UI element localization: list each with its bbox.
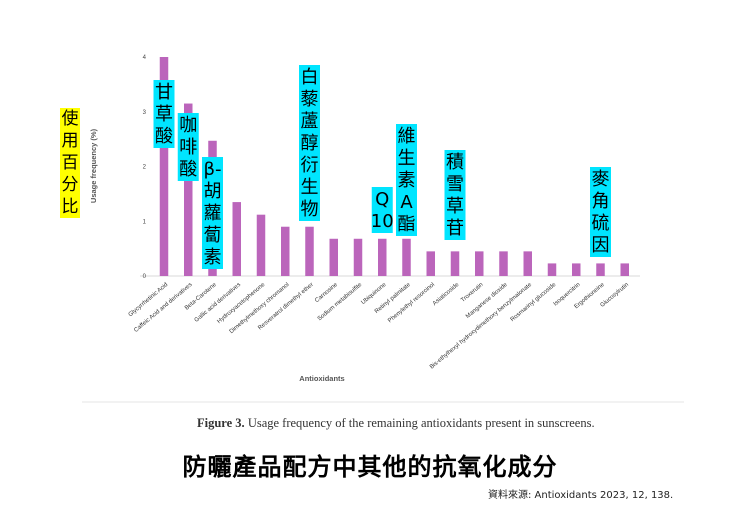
bar [572, 263, 581, 276]
figure-caption: Figure 3. Usage frequency of the remaini… [197, 416, 595, 431]
x-tick-label: Glycyrrhetinic Acid [128, 282, 170, 318]
bar [256, 214, 266, 276]
caption-text: Usage frequency of the remaining antioxi… [244, 416, 595, 430]
x-tick-label: Rosmarinyl glucoside [510, 282, 558, 324]
y-tick-label: 3 [143, 110, 147, 116]
bar [596, 263, 605, 276]
annotation-text: 咖啡酸 [179, 115, 197, 180]
annotation-highlight [153, 80, 175, 148]
bar [329, 238, 338, 276]
annotation-text: 維生素 A 酯 [398, 126, 416, 235]
annotation-text: Q 10 [371, 189, 394, 232]
y-axis-title: Usage frequency (%) [89, 128, 98, 203]
annotation-highlight [371, 187, 393, 233]
x-tick-label: Manganese dioxide [465, 282, 509, 320]
bar [402, 238, 411, 276]
annotation-text: 麥角硫因 [592, 169, 610, 256]
source-citation: 資料來源: Antioxidants 2023, 12, 138. [488, 490, 674, 501]
x-tick-label: Asiaticoside [432, 282, 461, 308]
bar [499, 251, 508, 276]
annotation-highlight [396, 124, 417, 236]
page-title: 防曬產品配方中其他的抗氧化成分 [182, 453, 558, 481]
bar [547, 263, 557, 276]
annotation-highlight [590, 167, 611, 257]
x-tick-label: Sodium metabisulfite [317, 282, 364, 323]
bar [426, 251, 435, 276]
x-tick-label: Phenylethyl resorcinol [387, 282, 436, 324]
annotation-text: 積雪草苷 [446, 152, 464, 239]
bar [450, 251, 460, 276]
bar [475, 251, 484, 276]
y-tick-label: 4 [143, 55, 147, 61]
x-axis-title: Antioxidants [299, 374, 344, 383]
y-axis-label-chinese: 使用百分比 [60, 108, 80, 218]
annotation-highlight [177, 113, 199, 181]
annotation-text: β-胡蘿蔔素 [204, 159, 222, 268]
annotation-label: 積雪草苷 [444, 150, 466, 240]
annotation-label: 甘草酸 [153, 80, 175, 148]
bar [281, 226, 290, 276]
y-tick-label: 2 [143, 165, 147, 171]
y-tick-label: 1 [143, 219, 147, 225]
annotation-text: 白藜蘆醇衍生物 [301, 67, 319, 220]
annotation-label: 維生素 A 酯 [396, 124, 417, 236]
annotation-label: 白藜蘆醇衍生物 [299, 65, 320, 221]
bar [184, 103, 193, 276]
bar [378, 238, 387, 276]
bar [159, 57, 169, 276]
bar [353, 238, 363, 276]
bar [305, 226, 314, 276]
annotation-label: β-胡蘿蔔素 [202, 157, 223, 269]
annotation-label: Q 10 [371, 187, 394, 233]
x-tick-label: Troxerutin [460, 282, 484, 304]
annotation-highlight [444, 150, 466, 240]
caption-prefix: Figure 3. [197, 416, 245, 430]
annotation-highlight [202, 157, 223, 269]
bar [232, 202, 241, 276]
x-tick-label: Gallic acid derivatives [194, 282, 242, 324]
bar [523, 251, 532, 276]
annotation-text: 甘草酸 [155, 82, 173, 147]
annotation-highlight [299, 65, 320, 221]
bar [620, 263, 629, 276]
annotation-label: 咖啡酸 [177, 113, 199, 181]
y-tick-label: 0 [143, 274, 147, 280]
annotation-label: 麥角硫因 [590, 167, 611, 257]
